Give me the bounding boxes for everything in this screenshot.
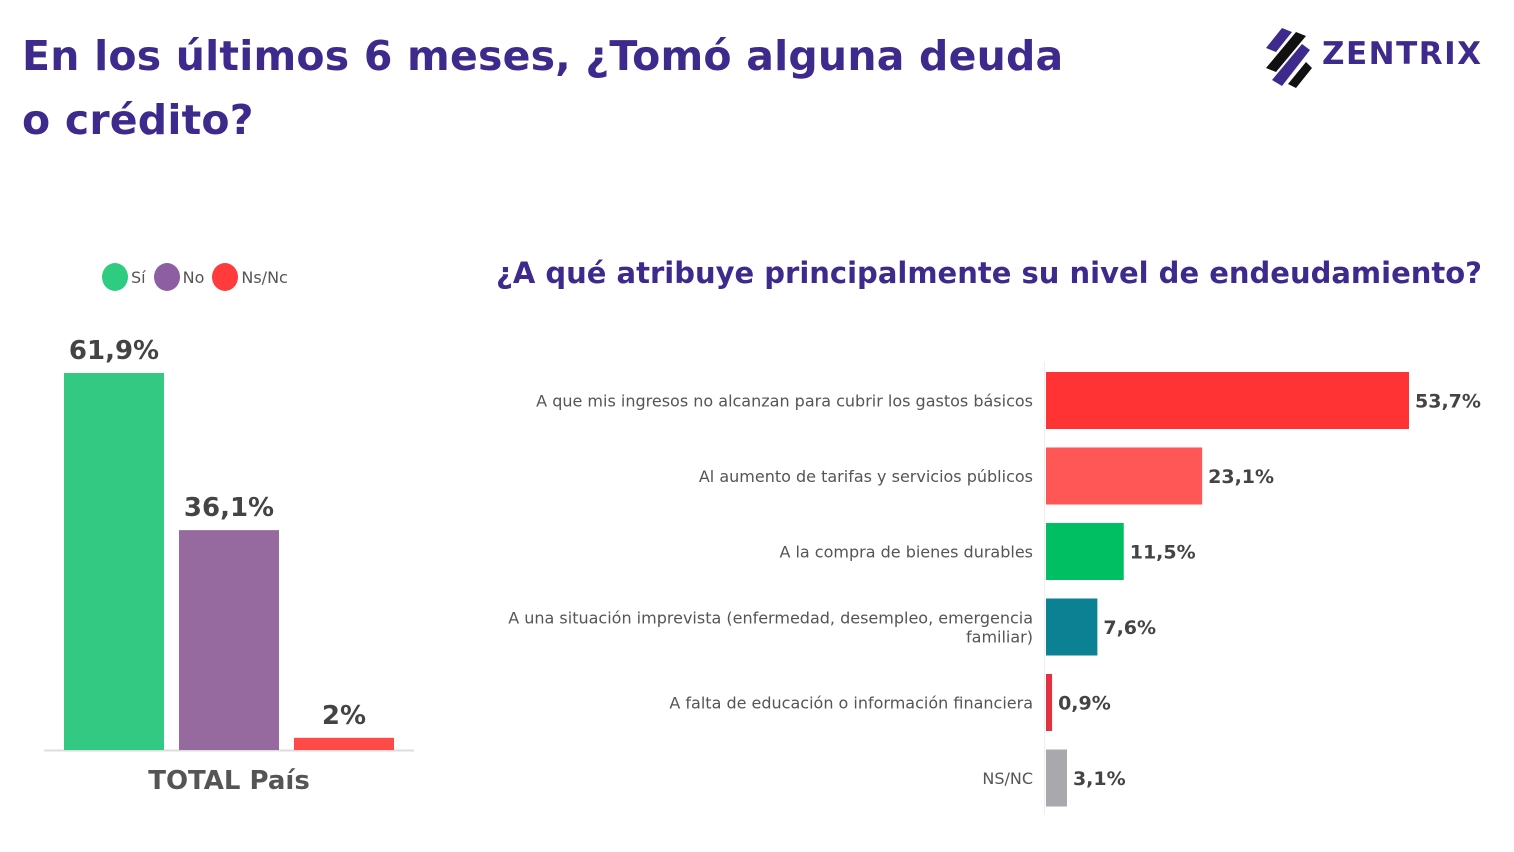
bar-ns-nc	[294, 737, 394, 750]
data-label-ns-nc: 2%	[322, 701, 366, 731]
value-label-4: 7,6%	[1103, 617, 1156, 639]
logo-text: ZENTRIX	[1322, 36, 1483, 72]
legend-item-nsnc: Ns/Nc	[212, 263, 288, 291]
legend-swatch-nsnc	[212, 263, 239, 291]
legend-label-no: No	[182, 267, 205, 287]
bar-si	[64, 373, 164, 750]
legend: Sí No Ns/Nc	[102, 262, 296, 292]
value-label-1: 53,7%	[1415, 391, 1481, 413]
bar-6	[1046, 749, 1067, 807]
bar-2	[1046, 447, 1203, 505]
vertical-bar-chart: 61,9% 36,1% 2% TOTAL País	[44, 336, 414, 796]
data-label-si: 61,9%	[69, 336, 159, 366]
chart-subtitle: ¿A qué atribuye principalmente su nivel …	[496, 256, 1482, 290]
bar-1	[1046, 372, 1409, 429]
legend-item-si: Sí	[102, 263, 146, 291]
legend-item-no: No	[153, 263, 205, 291]
bar-no	[179, 530, 279, 750]
bar-5	[1046, 674, 1053, 731]
zentrix-logo-icon	[1266, 28, 1312, 88]
category-label-2: Al aumento de tarifas y servicios públic…	[699, 467, 1033, 486]
category-label-5: A falta de educación o información finan…	[669, 694, 1033, 713]
value-label-5: 0,9%	[1058, 693, 1111, 715]
category-label-3: A la compra de bienes durables	[779, 543, 1033, 562]
bar-3	[1046, 523, 1124, 580]
value-label-2: 23,1%	[1208, 466, 1274, 488]
legend-label-nsnc: Ns/Nc	[241, 267, 288, 287]
legend-label-si: Sí	[131, 267, 146, 287]
page-title: En los últimos 6 meses, ¿Tomó alguna deu…	[22, 32, 1064, 144]
category-label: TOTAL País	[148, 766, 310, 796]
bar-4	[1046, 598, 1098, 656]
value-label-3: 11,5%	[1130, 542, 1196, 564]
value-label-6: 3,1%	[1073, 768, 1126, 790]
category-label-1: A que mis ingresos no alcanzan para cubr…	[536, 392, 1033, 411]
legend-swatch-no	[153, 263, 180, 291]
zentrix-logo: ZENTRIX	[1262, 22, 1502, 92]
data-label-no: 36,1%	[184, 493, 274, 523]
legend-swatch-si	[102, 263, 128, 291]
category-label-4: A una situación imprevista (enfermedad, …	[508, 609, 1033, 647]
category-label-6: NS/NC	[982, 769, 1033, 788]
